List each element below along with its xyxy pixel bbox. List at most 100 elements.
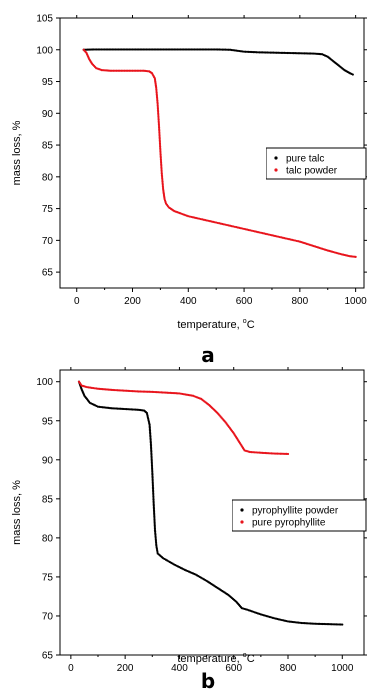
chart-a-pure-talc-point (132, 48, 136, 51)
chart-a-legend-marker-pure-talc (274, 156, 278, 160)
chart-a-pure-talc-point (211, 48, 215, 51)
chart-a-talc-powder-point (159, 148, 162, 151)
chart-a-talc-powder-point (159, 147, 162, 150)
chart-b-y-axis-title: mass loss, % (11, 480, 23, 545)
chart-a-pure-talc-point (225, 48, 229, 51)
chart-a-talc-powder-point (156, 99, 159, 102)
chart-a-talc-powder-point (157, 116, 160, 120)
chart-a-pure-talc-point (154, 48, 157, 51)
chart-a-x-axis-title-text: temperature, (177, 319, 242, 331)
chart-a-pure-talc-point (193, 48, 196, 51)
chart-a-pure-talc-point (215, 48, 218, 51)
chart-a-talc-powder-point (161, 182, 164, 185)
chart-a-talc-powder-point (137, 69, 140, 72)
chart-a-talc-powder-point (157, 112, 160, 115)
chart-b-y-axis: 65 70 75 80 85 90 95 100 (36, 377, 367, 662)
chart-a-pure-talc-point (159, 48, 162, 51)
chart-a-panel-label: a (201, 343, 215, 367)
chart-a-pure-talc-point (283, 51, 286, 55)
chart-a-pure-talc-point (190, 48, 193, 51)
chart-b-pyrophyllite-powder-point (152, 496, 155, 500)
chart-a-pure-talc-point (95, 48, 98, 51)
chart-b-x-tick-label: 600 (225, 663, 242, 674)
chart-a-talc-powder-point (126, 69, 129, 72)
chart-a-pure-talc-point (198, 48, 201, 51)
chart-a-pure-talc-point (311, 52, 314, 55)
chart-a-x-tick-label: 0 (74, 296, 80, 307)
chart-a-pure-talc-point (148, 48, 151, 51)
chart-a-talc-powder-point (160, 169, 163, 172)
chart-a-talc-powder-point (159, 156, 162, 159)
chart-a-pure-talc-point (106, 48, 109, 51)
chart-a-talc-powder-point (161, 180, 164, 183)
chart-b-x-axis: 0 200 400 600 800 1000 (68, 367, 354, 674)
chart-a-pure-talc-point (208, 48, 212, 51)
chart-a-y-tick-label: 80 (42, 172, 54, 183)
chart-a-pure-talc-point (289, 51, 292, 55)
chart-b-pyrophyllite-powder-point (152, 495, 155, 498)
chart-a-pure-talc-point (260, 51, 263, 54)
chart-a-pure-talc-point (156, 48, 159, 51)
chart-a-pure-talc-point (266, 51, 269, 54)
chart-a-talc-powder-point (112, 69, 115, 72)
chart-a-talc-powder-point (156, 104, 159, 107)
chart-a-pure-talc-point (309, 52, 312, 55)
chart-b-series-pyrophyllite-powder (77, 380, 344, 626)
chart-b-x-tick-label: 400 (171, 663, 188, 674)
chart-a-pure-talc-point (100, 48, 103, 51)
chart-a-pure-talc-point (218, 48, 221, 51)
chart-a-pure-talc-point (227, 48, 230, 51)
chart-a-pure-talc-point (176, 48, 179, 51)
chart-a-pure-talc-point (139, 48, 142, 51)
chart-a-pure-talc-point (173, 48, 176, 51)
chart-a-talc-powder-point (160, 174, 164, 177)
chart-a-pure-talc-point (308, 52, 311, 55)
chart-a-pure-talc-point (294, 52, 297, 55)
chart-a-talc-powder-point (159, 155, 162, 158)
chart-b-pyrophyllite-powder-point (152, 490, 155, 493)
chart-a-pure-talc-point (101, 48, 105, 51)
chart-a-pure-talc-point (188, 48, 191, 51)
chart-a-legend: pure talc talc powder (266, 147, 367, 180)
chart-a-pure-talc-point (182, 48, 185, 51)
chart-b-pyrophyllite-powder-point (151, 479, 154, 482)
chart-a-degree-sign: o (243, 318, 247, 325)
chart-a-series (82, 48, 357, 258)
chart-b-pyrophyllite-powder-point (152, 493, 155, 497)
chart-a-talc-powder-point (156, 101, 159, 104)
chart-a-talc-powder-point (354, 255, 357, 258)
chart-a-talc-powder-point (159, 151, 162, 155)
chart-a-talc-powder-point (155, 89, 158, 93)
chart-b-pyrophyllite-powder-point (151, 486, 155, 489)
chart-a-talc-powder-point (158, 142, 162, 145)
chart-b-x-axis-title: temperature, oC (177, 652, 254, 665)
chart-a-pure-talc-point (165, 48, 168, 51)
chart-a-talc-powder-point (155, 94, 159, 97)
chart-a-pure-talc-point (272, 51, 275, 54)
chart-b-panel-label: b (201, 669, 215, 693)
chart-a-x-tick-label: 800 (292, 296, 309, 307)
chart-a-pure-talc-point (297, 52, 300, 55)
chart-a-talc-powder-point (161, 177, 164, 180)
chart-a-y-tick-label: 100 (36, 45, 53, 56)
chart-b-legend: pyrophyllite powder pure pyrophyllite (232, 499, 367, 532)
chart-a-pure-talc-point (98, 48, 101, 51)
chart-a-y-tick-label: 90 (42, 109, 54, 120)
chart-a-talc-powder-point (139, 69, 142, 72)
chart-a-pure-talc-point (105, 48, 108, 51)
chart-a-pure-talc-point (126, 48, 129, 51)
chart-a-talc-powder-point (115, 69, 118, 72)
chart-a-pure-talc-point (204, 48, 207, 51)
chart-a-pure-talc-point (267, 51, 270, 54)
chart-a-pure-talc-point (185, 48, 188, 51)
chart-a-pure-talc-point (264, 51, 267, 54)
chart-b-pyrophyllite-powder-point (341, 623, 344, 626)
chart-a-pure-talc-point (97, 48, 100, 51)
chart-a-talc-powder-point (125, 69, 128, 72)
chart-a-talc-powder-point (160, 167, 163, 170)
chart-a-pure-talc-point (115, 48, 119, 51)
chart-a-pure-talc-point (181, 48, 184, 51)
chart-a-talc-powder-point (134, 69, 137, 72)
chart-a-talc-powder-point (159, 158, 162, 161)
